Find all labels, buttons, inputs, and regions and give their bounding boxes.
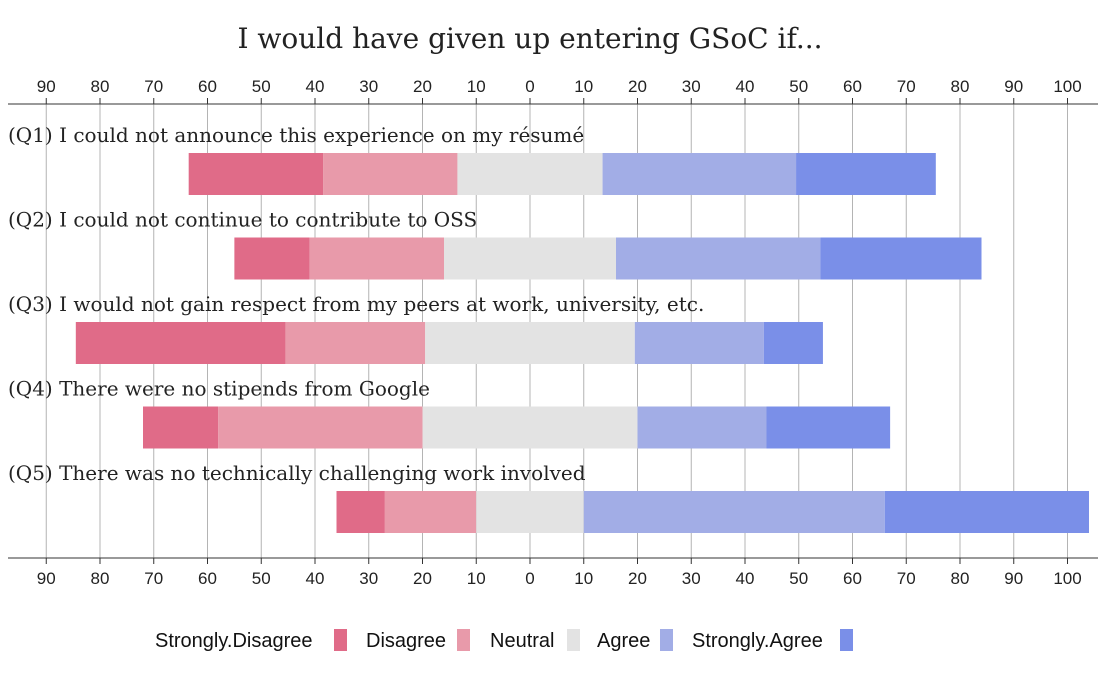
- bar-segment: [188, 153, 324, 195]
- legend-swatch: [660, 629, 673, 651]
- bar-segment: [884, 491, 1089, 533]
- bar-segment: [616, 237, 821, 280]
- category-label: (Q4) There were no stipends from Google: [8, 377, 430, 401]
- bar-segment: [336, 491, 385, 533]
- bottom-tick-label: 30: [359, 569, 378, 588]
- top-tick-label: 60: [843, 77, 862, 96]
- bottom-tick-label: 70: [144, 569, 163, 588]
- top-tick-label: 20: [628, 77, 647, 96]
- bar-segment: [457, 153, 603, 195]
- category-label: (Q3) I would not gain respect from my pe…: [8, 292, 704, 316]
- top-tick-label: 40: [306, 77, 325, 96]
- bar-segment: [763, 322, 823, 364]
- legend-label: Strongly.Agree: [692, 630, 823, 652]
- bar-segment: [323, 153, 458, 195]
- bottom-tick-label: 40: [736, 569, 755, 588]
- bar-segment: [218, 406, 423, 449]
- legend-swatch: [840, 629, 853, 651]
- legend-label: Agree: [597, 630, 650, 652]
- bar-segment: [796, 153, 936, 195]
- bottom-tick-label: 90: [37, 569, 56, 588]
- bottom-tick-label: 20: [413, 569, 432, 588]
- bar-segment: [476, 491, 584, 533]
- bottom-tick-label: 20: [628, 569, 647, 588]
- bar-segment: [444, 237, 616, 280]
- bottom-tick-label: 10: [574, 569, 593, 588]
- bottom-tick-label: 100: [1053, 569, 1081, 588]
- top-tick-label: 50: [252, 77, 271, 96]
- top-tick-label: 10: [467, 77, 486, 96]
- bar-segment: [285, 322, 426, 364]
- bar-segment: [637, 406, 767, 449]
- top-tick-label: 50: [789, 77, 808, 96]
- top-tick-label: 40: [736, 77, 755, 96]
- bar-segment: [143, 406, 219, 449]
- bottom-tick-label: 10: [467, 569, 486, 588]
- bar-segment: [634, 322, 764, 364]
- bar-segment: [422, 406, 638, 449]
- top-tick-label: 90: [1004, 77, 1023, 96]
- bar-segment: [425, 322, 635, 364]
- bottom-tick-label: 60: [198, 569, 217, 588]
- category-label: (Q5) There was no technically challengin…: [8, 461, 586, 485]
- bar-segment: [583, 491, 885, 533]
- top-tick-label: 30: [359, 77, 378, 96]
- category-label: (Q1) I could not announce this experienc…: [8, 123, 584, 147]
- bar-segment: [234, 237, 310, 280]
- bar-segment: [602, 153, 797, 195]
- legend-swatch: [567, 629, 580, 651]
- chart-title: I would have given up entering GSoC if..…: [237, 22, 822, 55]
- bottom-tick-label: 80: [951, 569, 970, 588]
- bottom-tick-label: 40: [306, 569, 325, 588]
- bottom-tick-label: 90: [1004, 569, 1023, 588]
- bottom-tick-label: 70: [897, 569, 916, 588]
- legend-label: Neutral: [490, 630, 554, 652]
- category-label: (Q2) I could not continue to contribute …: [8, 208, 477, 232]
- top-tick-label: 80: [951, 77, 970, 96]
- bottom-tick-label: 0: [525, 569, 534, 588]
- top-tick-label: 70: [144, 77, 163, 96]
- legend-label: Strongly.Disagree: [155, 630, 312, 652]
- top-tick-label: 0: [525, 77, 534, 96]
- bar-segment: [309, 237, 444, 280]
- bar-segment: [820, 237, 982, 280]
- bar-segment: [75, 322, 286, 364]
- legend-label: Disagree: [366, 630, 446, 652]
- top-tick-label: 100: [1053, 77, 1081, 96]
- top-tick-label: 60: [198, 77, 217, 96]
- bottom-tick-label: 50: [789, 569, 808, 588]
- top-tick-label: 80: [91, 77, 110, 96]
- bottom-tick-label: 50: [252, 569, 271, 588]
- bottom-tick-label: 30: [682, 569, 701, 588]
- top-tick-label: 10: [574, 77, 593, 96]
- bar-segment: [384, 491, 477, 533]
- bottom-tick-label: 80: [91, 569, 110, 588]
- bar-segment: [766, 406, 891, 449]
- top-tick-label: 30: [682, 77, 701, 96]
- legend-swatch: [457, 629, 470, 651]
- bottom-tick-label: 60: [843, 569, 862, 588]
- top-tick-label: 90: [37, 77, 56, 96]
- top-tick-label: 20: [413, 77, 432, 96]
- top-tick-label: 70: [897, 77, 916, 96]
- legend-swatch: [334, 629, 347, 651]
